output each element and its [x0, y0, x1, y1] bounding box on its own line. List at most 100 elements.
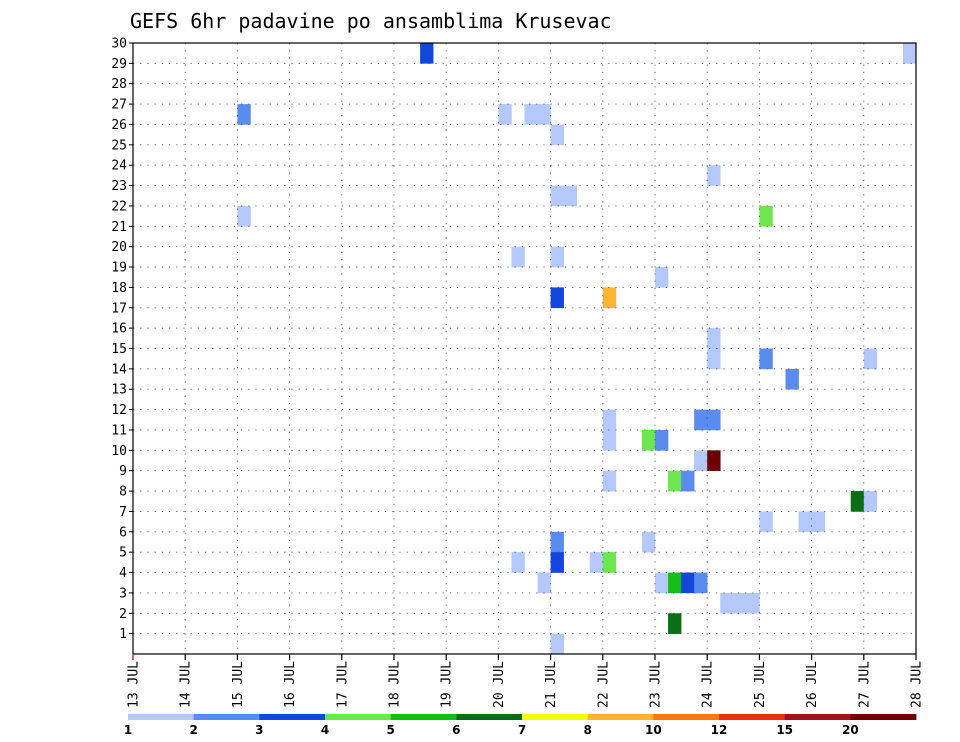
x-axis: 13 JUL 14 JUL 15 JUL 16 JUL 17 JUL 18 JUL 19 J… — [127, 654, 925, 708]
y-tick-label: 11 — [111, 423, 127, 438]
colorbar-segment — [259, 714, 326, 720]
y-tick-label: 2 — [119, 607, 127, 622]
y-tick-label: 24 — [111, 159, 127, 174]
precip-cell — [681, 470, 695, 492]
y-tick-label: 22 — [111, 199, 127, 214]
precip-cell — [602, 287, 617, 309]
x-tick-label: 22 JUL — [596, 661, 611, 708]
precip-cell — [707, 165, 721, 186]
colorbar-segment — [522, 714, 589, 720]
x-tick-label: 16 JUL — [283, 661, 298, 708]
precip-cell — [563, 185, 577, 207]
precip-cell — [694, 450, 708, 471]
precip-cell — [602, 429, 617, 451]
precip-cell — [707, 450, 721, 471]
precip-cell — [863, 348, 878, 370]
precip-cell — [668, 572, 682, 594]
precip-cell — [602, 470, 617, 492]
x-tick-label: 24 JUL — [701, 661, 716, 708]
chart-title: GEFS 6hr padavine po ansamblima Krusevac — [130, 9, 612, 33]
x-tick-label: 15 JUL — [231, 661, 246, 708]
x-tick-label: 18 JUL — [388, 661, 403, 708]
colorbar-segment — [850, 714, 917, 720]
colorbar-segment — [587, 714, 654, 720]
precip-cell — [550, 124, 564, 146]
precip-cell — [733, 592, 747, 614]
colorbar-label: 1 — [124, 723, 132, 737]
precip-cell — [863, 491, 878, 512]
y-tick-label: 25 — [111, 138, 127, 153]
x-tick-label: 20 JUL — [492, 661, 507, 708]
colorbar-label: 5 — [386, 723, 394, 737]
precip-cell — [550, 633, 564, 655]
colorbar-segment — [784, 714, 851, 720]
precip-cell — [798, 511, 812, 533]
precip-cell — [694, 572, 708, 594]
y-tick-label: 3 — [119, 586, 127, 601]
colorbar-label: 2 — [189, 723, 197, 737]
precip-cell — [511, 246, 525, 268]
precip-cell — [668, 470, 682, 492]
precip-cell — [811, 511, 825, 533]
precip-cell — [641, 531, 656, 553]
colorbar-label: 10 — [645, 723, 662, 737]
colorbar-segment — [193, 714, 260, 720]
precip-cell — [902, 43, 917, 64]
precip-cell — [655, 429, 669, 451]
x-tick-label: 13 JUL — [127, 661, 142, 708]
y-tick-label: 6 — [119, 525, 127, 540]
colorbar-label: 12 — [711, 723, 728, 737]
y-tick-label: 23 — [111, 179, 127, 194]
precip-cell — [655, 572, 669, 594]
precip-cell — [707, 348, 721, 370]
precip-cell — [602, 409, 617, 431]
colorbar: 1 2 3 4 5 6 7 8 10 12 15 20 — [124, 714, 917, 737]
y-tick-label: 9 — [119, 464, 127, 479]
precip-cell — [850, 491, 865, 512]
y-tick-label: 18 — [111, 281, 127, 296]
y-tick-label: 27 — [111, 98, 127, 113]
y-tick-label: 14 — [111, 362, 127, 377]
precip-cell — [641, 429, 656, 451]
y-tick-label: 30 — [111, 37, 127, 52]
precip-cell — [720, 592, 734, 614]
x-tick-label: 19 JUL — [440, 661, 455, 708]
precip-cell — [550, 287, 564, 309]
x-tick-label: 17 JUL — [335, 661, 350, 708]
precip-cell — [420, 43, 434, 64]
x-tick-label: 23 JUL — [649, 661, 664, 708]
colorbar-label: 15 — [776, 723, 793, 737]
y-tick-label: 26 — [111, 118, 127, 133]
precip-cell — [746, 592, 760, 614]
precip-cell — [759, 348, 773, 370]
y-tick-label: 15 — [111, 342, 127, 357]
y-tick-label: 17 — [111, 301, 127, 316]
cells-layer — [237, 43, 917, 655]
colorbar-segment — [456, 714, 523, 720]
y-tick-label: 29 — [111, 57, 127, 72]
y-tick-label: 21 — [111, 220, 127, 235]
precip-cell — [550, 185, 564, 207]
y-tick-label: 1 — [119, 627, 127, 642]
y-tick-label: 12 — [111, 403, 127, 418]
precip-cell — [759, 511, 773, 533]
y-tick-label: 7 — [119, 505, 127, 520]
colorbar-label: 20 — [842, 723, 859, 737]
precip-cell — [707, 409, 721, 431]
y-tick-label: 5 — [119, 546, 127, 561]
y-tick-label: 28 — [111, 77, 127, 92]
x-tick-label: 26 JUL — [805, 661, 820, 708]
precip-cell — [550, 552, 564, 573]
colorbar-label: 4 — [321, 723, 329, 737]
precip-cell — [759, 205, 773, 227]
colorbar-segment — [128, 714, 195, 720]
colorbar-segment — [325, 714, 392, 720]
x-tick-label: 21 JUL — [544, 661, 559, 708]
colorbar-segment — [653, 714, 720, 720]
x-tick-label: 14 JUL — [179, 661, 194, 708]
precip-cell — [681, 572, 695, 594]
colorbar-label: 3 — [255, 723, 263, 737]
precip-cell — [694, 409, 708, 431]
precip-cell — [785, 368, 799, 390]
